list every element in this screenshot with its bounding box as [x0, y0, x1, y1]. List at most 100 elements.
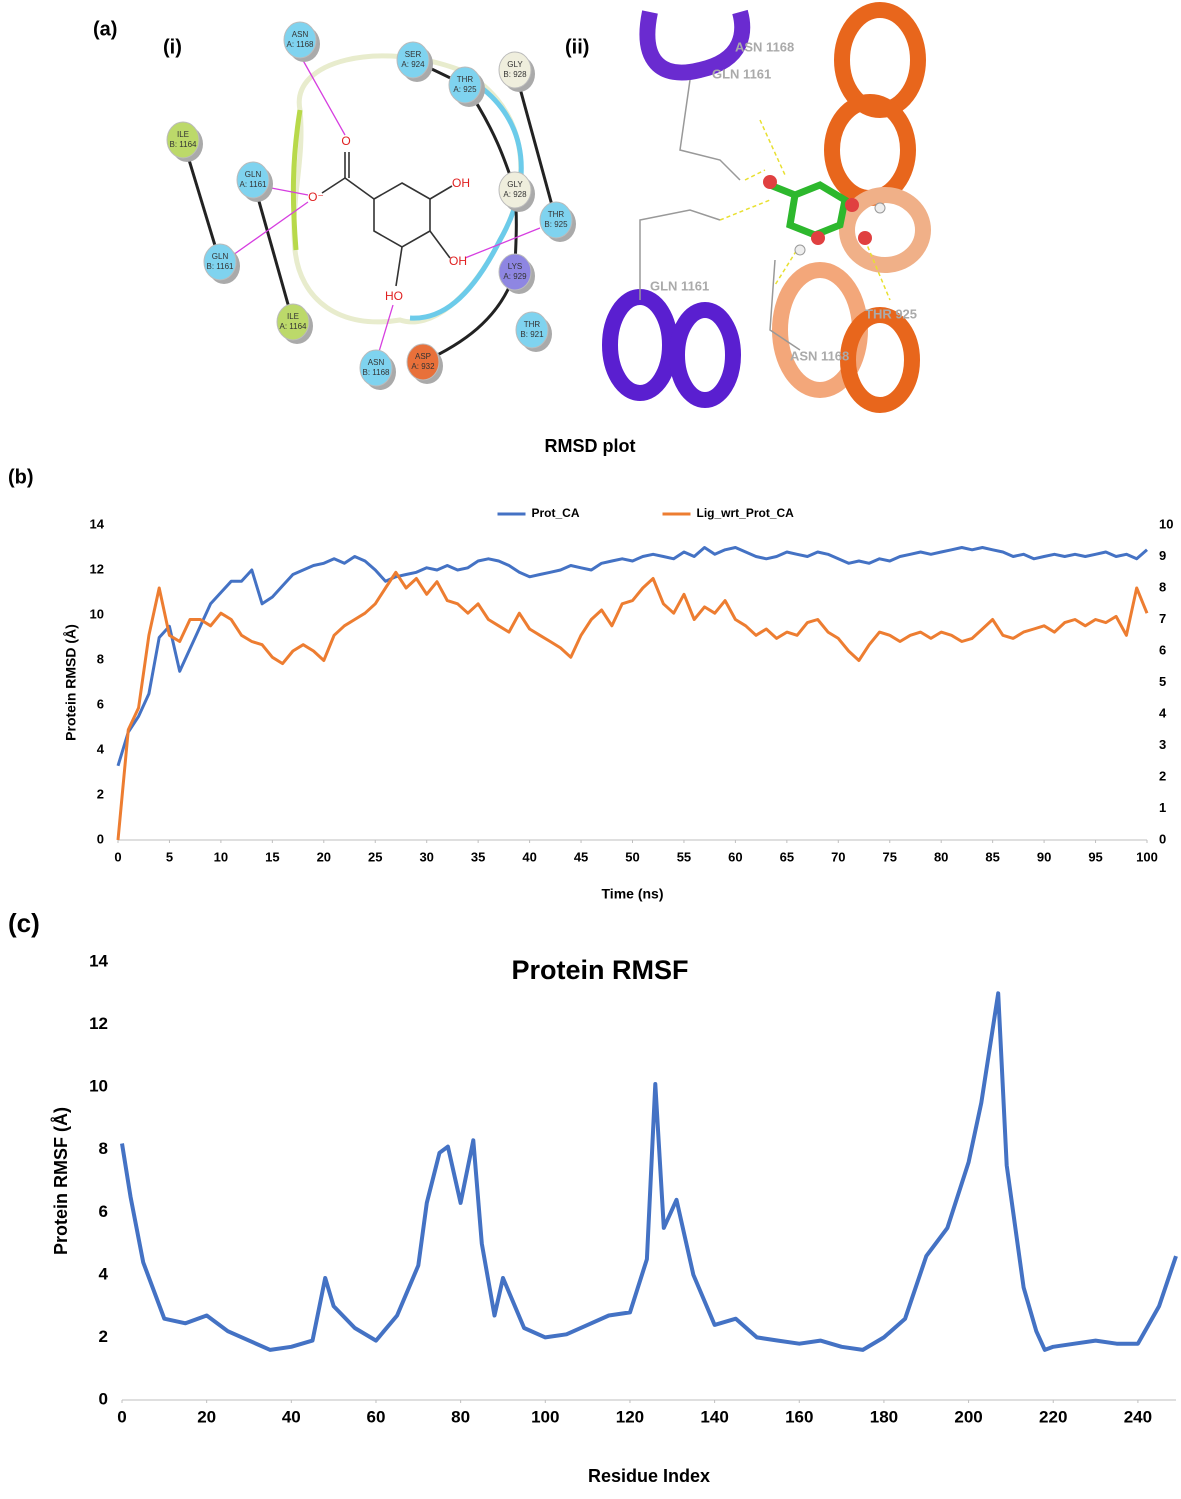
x-axis-label: Time (ns)	[602, 886, 664, 902]
interaction-diagram	[183, 55, 556, 362]
x-tick-label: 240	[1124, 1407, 1152, 1426]
residue-label-3d: GLN 1161	[650, 278, 709, 293]
residue-name: GLN	[212, 252, 229, 261]
y-tick-label: 2	[99, 1327, 108, 1346]
figure: (a) (i) (ii) (b) (c)	[0, 0, 1181, 1494]
x-tick-label: 35	[471, 849, 485, 864]
panel-label: (c)	[8, 908, 40, 938]
y2-tick-label: 10	[1159, 516, 1173, 531]
x-tick-label: 140	[700, 1407, 728, 1426]
x-axis-label: Residue Index	[588, 1466, 710, 1486]
x-tick-label: 65	[780, 849, 794, 864]
y-tick-label: 10	[90, 606, 104, 621]
x-tick-label: 120	[616, 1407, 644, 1426]
y2-tick-label: 9	[1159, 548, 1166, 563]
x-tick-label: 5	[166, 849, 173, 864]
x-tick-label: 40	[282, 1407, 301, 1426]
x-tick-label: 85	[985, 849, 999, 864]
y-tick-label: 8	[99, 1139, 108, 1158]
x-tick-label: 60	[728, 849, 742, 864]
residue-id: B: 928	[503, 70, 527, 79]
y2-tick-label: 0	[1159, 831, 1166, 846]
y-axis-label: Protein RMSF (Å)	[51, 1107, 71, 1255]
residue-name: GLY	[507, 60, 523, 69]
x-tick-label: 180	[870, 1407, 898, 1426]
residue-name: GLY	[507, 180, 523, 189]
legend-label: Prot_CA	[532, 506, 580, 520]
y2-tick-label: 1	[1159, 800, 1166, 815]
y2-tick-label: 6	[1159, 642, 1166, 657]
x-tick-label: 50	[625, 849, 639, 864]
legend-label: Lig_wrt_Prot_CA	[697, 506, 795, 520]
y-tick-label: 2	[97, 786, 104, 801]
residue-id: B: 1164	[170, 140, 198, 149]
residue-id: A: 932	[411, 362, 435, 371]
residue-id: A: 929	[503, 272, 527, 281]
residue-id: A: 925	[453, 85, 477, 94]
residue-name: THR	[457, 75, 474, 84]
residue-label-3d: THR 925	[865, 306, 917, 321]
y-tick-label: 6	[97, 696, 104, 711]
y2-tick-label: 4	[1159, 705, 1167, 720]
y-tick-label: 14	[89, 951, 108, 970]
y-tick-label: 0	[99, 1389, 108, 1408]
x-tick-label: 80	[451, 1407, 470, 1426]
y2-tick-label: 3	[1159, 737, 1166, 752]
panel-label: (i)	[163, 36, 182, 58]
x-tick-label: 20	[197, 1407, 216, 1426]
x-tick-label: 0	[117, 1407, 126, 1426]
residue-name: ASP	[415, 352, 431, 361]
x-tick-label: 80	[934, 849, 948, 864]
x-tick-label: 40	[522, 849, 536, 864]
y-tick-label: 6	[99, 1202, 108, 1221]
y-tick-label: 10	[89, 1077, 108, 1096]
residue-id: A: 1161	[240, 180, 268, 189]
panel-label: (a)	[93, 18, 117, 40]
y2-tick-label: 2	[1159, 768, 1166, 783]
y-tick-label: 8	[97, 651, 104, 666]
x-tick-label: 220	[1039, 1407, 1067, 1426]
x-tick-label: 25	[368, 849, 382, 864]
residue-id: B: 1161	[207, 262, 235, 271]
x-tick-label: 10	[214, 849, 228, 864]
residue-name: THR	[524, 320, 541, 329]
x-tick-label: 20	[317, 849, 331, 864]
y2-tick-label: 5	[1159, 674, 1166, 689]
charts: 0246810121401234567891005101520253035404…	[51, 436, 1176, 1486]
y-tick-label: 0	[97, 831, 104, 846]
residue-name: ASN	[368, 358, 385, 367]
x-tick-label: 160	[785, 1407, 813, 1426]
residue-id: B: 921	[520, 330, 544, 339]
data-line	[118, 572, 1147, 840]
y-axis-label: Protein RMSD (Å)	[63, 624, 79, 741]
x-tick-label: 70	[831, 849, 845, 864]
residue-label-3d: ASN 1168	[790, 348, 849, 363]
y2-tick-label: 8	[1159, 579, 1166, 594]
residue-name: THR	[548, 210, 565, 219]
chart-title: Protein RMSF	[511, 955, 688, 985]
atom-label: OH	[452, 176, 470, 190]
residue-id: A: 928	[503, 190, 527, 199]
y-tick-label: 14	[90, 516, 105, 531]
residue-label-3d: ASN 1168	[735, 39, 794, 54]
atom-label: OH	[449, 254, 467, 268]
y2-tick-label: 7	[1159, 611, 1166, 626]
atom-label: O	[341, 134, 350, 148]
x-tick-label: 15	[265, 849, 279, 864]
residue-name: SER	[405, 50, 422, 59]
y-tick-label: 4	[97, 741, 105, 756]
x-tick-label: 100	[531, 1407, 559, 1426]
y-tick-label: 4	[99, 1264, 109, 1283]
residue-name: LYS	[508, 262, 523, 271]
y-tick-label: 12	[89, 1014, 108, 1033]
x-tick-label: 60	[367, 1407, 386, 1426]
residue-name: GLN	[245, 170, 262, 179]
atom-label: O⁻	[308, 190, 324, 204]
chart-title: RMSD plot	[545, 436, 636, 456]
residue-id: A: 1164	[280, 322, 308, 331]
residue-name: ASN	[292, 30, 309, 39]
residue-name: ILE	[287, 312, 299, 321]
panel-label: (b)	[8, 466, 34, 488]
x-tick-label: 30	[419, 849, 433, 864]
x-tick-label: 55	[677, 849, 691, 864]
